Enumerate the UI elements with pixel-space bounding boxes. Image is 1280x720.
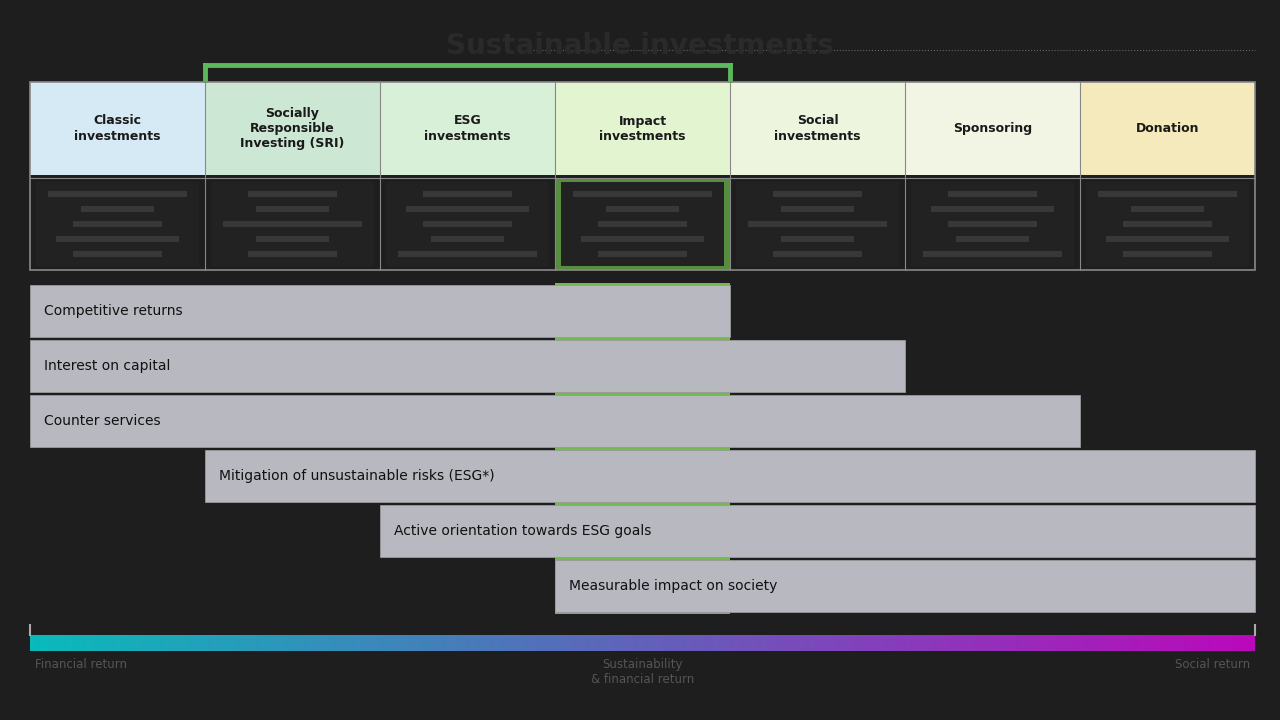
Bar (911, 182, 1074, 266)
Bar (736, 182, 899, 266)
Bar (431, 236, 504, 242)
Bar (773, 251, 863, 257)
Bar (1080, 82, 1254, 175)
Bar (256, 206, 329, 212)
Bar (573, 191, 712, 197)
Bar (73, 251, 163, 257)
Bar (247, 191, 338, 197)
Bar (380, 82, 556, 175)
Bar (556, 82, 730, 175)
Bar (956, 236, 1029, 242)
Bar (781, 236, 854, 242)
Bar (1130, 206, 1204, 212)
Bar (581, 236, 704, 242)
Bar (561, 182, 724, 266)
Bar (1123, 251, 1212, 257)
Text: Classic
investments: Classic investments (74, 114, 161, 143)
Bar (1106, 236, 1229, 242)
Bar (923, 251, 1062, 257)
Bar (29, 285, 730, 337)
Text: Social return: Social return (1175, 658, 1251, 671)
Bar (73, 221, 163, 227)
Bar (422, 191, 512, 197)
Bar (422, 221, 512, 227)
Bar (256, 236, 329, 242)
Text: Sustainability
& financial return: Sustainability & financial return (591, 658, 694, 686)
Text: Measurable impact on society: Measurable impact on society (570, 579, 777, 593)
Bar (211, 182, 374, 266)
Text: Sponsoring: Sponsoring (952, 122, 1032, 135)
Bar (781, 206, 854, 212)
Bar (36, 182, 198, 266)
Bar (773, 191, 863, 197)
Text: ESG
investments: ESG investments (424, 114, 511, 143)
Bar (1085, 182, 1249, 266)
Bar (598, 251, 687, 257)
Bar (556, 283, 730, 614)
Text: Social
investments: Social investments (774, 114, 860, 143)
Bar (29, 82, 1254, 270)
Bar (387, 182, 549, 266)
Text: Socially
Responsible
Investing (SRI): Socially Responsible Investing (SRI) (241, 107, 344, 150)
Bar (556, 560, 1254, 612)
Bar (49, 191, 187, 197)
Text: Sustainable investments: Sustainable investments (447, 32, 833, 60)
Bar (605, 206, 680, 212)
Bar (81, 206, 154, 212)
Text: Donation: Donation (1135, 122, 1199, 135)
Bar (1123, 221, 1212, 227)
Bar (56, 236, 179, 242)
Text: Financial return: Financial return (35, 658, 127, 671)
Bar (932, 206, 1053, 212)
Bar (905, 82, 1080, 175)
Bar (29, 82, 205, 175)
Text: Competitive returns: Competitive returns (44, 304, 183, 318)
Text: Mitigation of unsustainable risks (ESG*): Mitigation of unsustainable risks (ESG*) (219, 469, 494, 483)
Text: Impact
investments: Impact investments (599, 114, 686, 143)
Bar (947, 191, 1037, 197)
Bar (598, 221, 687, 227)
Text: Interest on capital: Interest on capital (44, 359, 170, 373)
Bar (556, 178, 730, 270)
Bar (29, 395, 1080, 447)
Text: Counter services: Counter services (44, 414, 160, 428)
Bar (247, 251, 338, 257)
Bar (380, 505, 1254, 557)
Bar (205, 82, 380, 175)
Bar (398, 251, 536, 257)
Bar (29, 340, 905, 392)
Bar (205, 450, 1254, 502)
Bar (1098, 191, 1236, 197)
Bar (406, 206, 529, 212)
Bar (730, 82, 905, 175)
Bar (947, 221, 1037, 227)
Bar (223, 221, 362, 227)
Text: Active orientation towards ESG goals: Active orientation towards ESG goals (394, 524, 652, 538)
Bar (749, 221, 887, 227)
